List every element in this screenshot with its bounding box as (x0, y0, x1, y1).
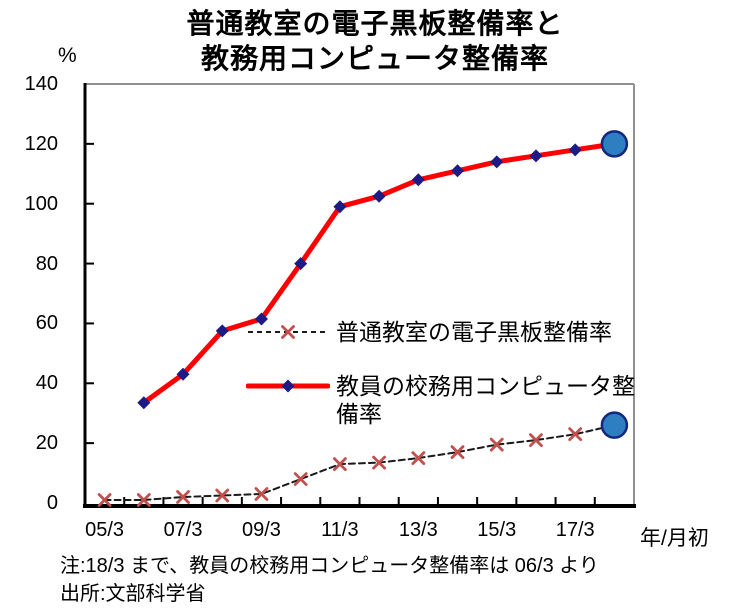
dashed-x-line-icon (248, 325, 328, 339)
chart-title-line1: 普通教室の電子黒板整備率と (186, 8, 564, 39)
x-tick-label: 13/3 (398, 519, 438, 541)
y-tick-label: 0 (46, 492, 58, 514)
x-tick-label: 17/3 (555, 519, 595, 541)
x-tick-label: 11/3 (321, 519, 359, 541)
legend-label-blackboard: 普通教室の電子黒板整備率 (336, 319, 612, 345)
x-tick-label: 15/3 (477, 519, 517, 541)
x-axis-title: 年/月初 (640, 527, 709, 550)
y-tick-label: 20 (35, 432, 58, 455)
y-tick-label: 100 (24, 192, 58, 215)
y-axis-unit-label: % (58, 44, 77, 67)
y-tick-label: 60 (35, 312, 58, 335)
y-tick-label: 40 (35, 372, 58, 395)
x-tick-label: 07/3 (163, 519, 203, 541)
solid-diamond-line-icon (246, 379, 330, 393)
legend-item-computer: 教員の校務用コンピュータ整備率 (246, 372, 648, 428)
chart-title: 普通教室の電子黒板整備率と 教務用コンピュータ整備率 (0, 6, 750, 76)
chart-title-line2: 教務用コンピュータ整備率 (200, 43, 549, 74)
legend: 普通教室の電子黒板整備率 教員の校務用コンピュータ整備率 (246, 318, 648, 454)
legend-label-computer: 教員の校務用コンピュータ整備率 (336, 373, 635, 427)
y-tick-label: 80 (35, 252, 58, 275)
y-tick-label: 140 (24, 73, 58, 95)
x-tick-label: 05/3 (85, 519, 125, 541)
x-tick-label: 09/3 (241, 519, 281, 541)
source-note: 出所:文部科学省 (60, 583, 206, 605)
legend-item-blackboard: 普通教室の電子黒板整備率 (246, 318, 648, 346)
footnote: 注:18/3 まで、教員の校務用コンピュータ整備率は 06/3 より (60, 555, 599, 577)
y-tick-label: 120 (24, 132, 58, 155)
